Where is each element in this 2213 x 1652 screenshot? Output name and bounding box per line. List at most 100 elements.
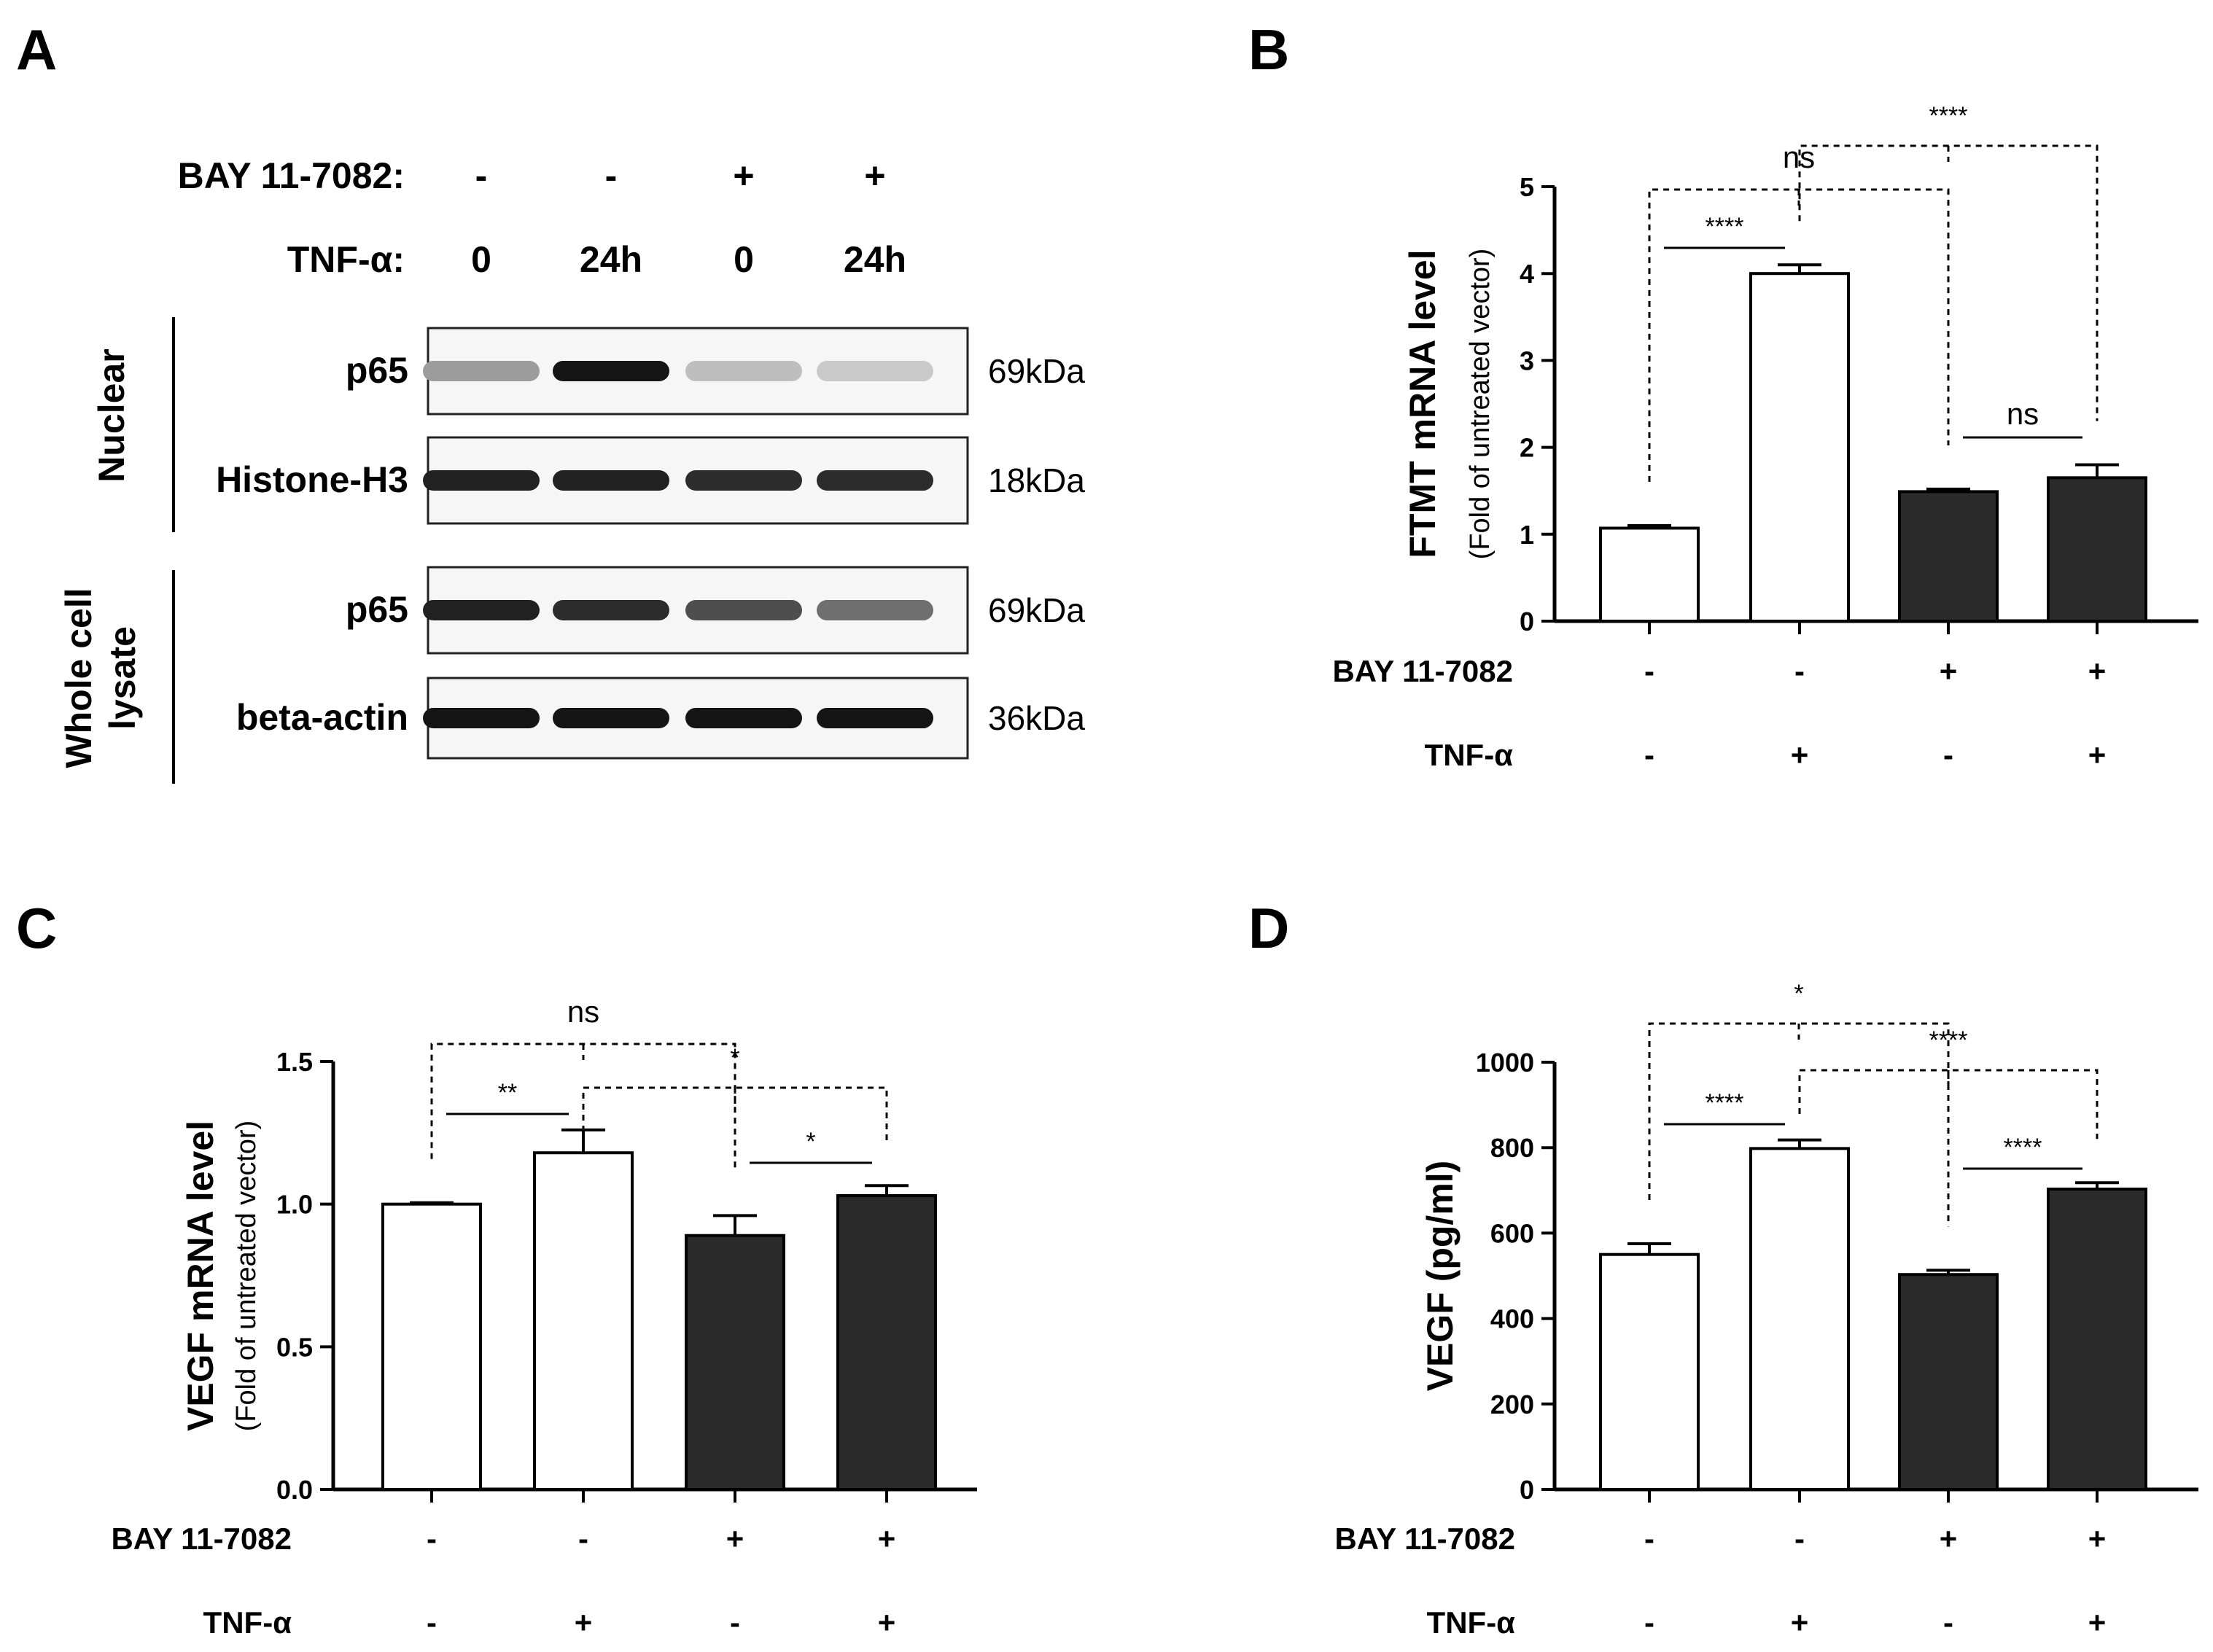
y-tick-label: 3 xyxy=(1520,346,1534,375)
western-blot-panel: BAY 11-7082: TNF-α: - - + +0 24h 0 24h Nuclear Who… xyxy=(58,155,1085,784)
protein-band xyxy=(553,361,669,381)
y-tick-label: 200 xyxy=(1490,1390,1534,1419)
significance-label: **** xyxy=(1929,1026,1968,1054)
y-tick-label: 0.0 xyxy=(276,1475,313,1505)
bay-lane-value: + xyxy=(733,155,754,196)
panel-letter-c: C xyxy=(16,896,57,960)
bay-condition-value: + xyxy=(878,1522,896,1556)
bay-condition-value: - xyxy=(1644,654,1654,688)
bay-lane-value: - xyxy=(475,155,488,196)
y-tick-label: 800 xyxy=(1490,1133,1534,1163)
bay-condition-value: + xyxy=(1940,654,1958,688)
y-axis-label: VEGF (pg/ml) xyxy=(1420,1161,1461,1392)
bar xyxy=(533,1151,634,1492)
protein-label: p65 xyxy=(346,350,408,391)
tnf-lane-value: 0 xyxy=(734,239,754,280)
bar xyxy=(1749,1147,1850,1491)
bay-condition-label: BAY 11-7082 xyxy=(1332,654,1513,688)
bay-condition-value: + xyxy=(2088,1522,2107,1556)
bar xyxy=(2047,476,2147,623)
significance-label: ns xyxy=(2007,397,2039,431)
significance-label: ** xyxy=(498,1079,517,1107)
protein-band xyxy=(423,361,540,381)
significance-label: * xyxy=(730,1044,739,1072)
blot-row-p65: p65 69kDa xyxy=(346,327,1085,416)
protein-label: p65 xyxy=(346,589,408,630)
protein-band xyxy=(817,361,933,381)
y-tick-label: 600 xyxy=(1490,1218,1534,1248)
protein-band xyxy=(817,470,933,491)
y-axis-sublabel: (Fold of untreated vector) xyxy=(1465,249,1496,560)
bay-condition-label: BAY 11-7082 xyxy=(111,1522,292,1556)
tnf-lane-value: 24h xyxy=(580,239,642,280)
bar xyxy=(1599,1252,1700,1491)
protein-band xyxy=(423,600,540,620)
significance-label: **** xyxy=(1929,102,1968,130)
bar-chart-panel-c: 0.0 0.5 1.0 1.5 VEGF mRNA level (Fold of untr… xyxy=(111,994,977,1640)
bay-condition-label: BAY 11-7082 xyxy=(1334,1522,1515,1556)
protein-band xyxy=(685,470,802,491)
bar xyxy=(836,1193,937,1491)
bay-condition-value: - xyxy=(1794,654,1805,688)
bar xyxy=(1898,490,1999,623)
protein-band xyxy=(553,470,669,491)
significance-label: **** xyxy=(1706,1089,1744,1117)
protein-label: Histone-H3 xyxy=(216,459,408,500)
molecular-weight-label: 69kDa xyxy=(988,352,1085,390)
blot-row-histone-h3: Histone-H3 18kDa xyxy=(216,436,1085,525)
bar-chart-panel-d: 0 200 400 600 800 1000 VEGF (pg/ml) - - - + + - + + BAY… xyxy=(1334,980,2198,1640)
tnf-lane-value: 24h xyxy=(844,239,906,280)
bay-condition-value: + xyxy=(1940,1522,1958,1556)
bar xyxy=(1599,526,1700,623)
significance-label: * xyxy=(806,1128,815,1156)
tnf-lane-value: 0 xyxy=(471,239,491,280)
significance-label: * xyxy=(1794,980,1803,1008)
protein-band xyxy=(423,708,540,728)
bay-lane-value: + xyxy=(864,155,885,196)
molecular-weight-label: 36kDa xyxy=(988,699,1085,737)
significance-label: **** xyxy=(2004,1134,2042,1161)
protein-band xyxy=(553,708,669,728)
bay-condition-value: + xyxy=(2088,654,2107,688)
nuclear-fraction-label: Nuclear xyxy=(91,348,132,482)
tnf-treatment-label: TNF-α: xyxy=(287,239,405,280)
protein-band xyxy=(423,470,540,491)
protein-band xyxy=(817,708,933,728)
significance-bracket xyxy=(582,1086,888,1142)
y-tick-label: 2 xyxy=(1520,433,1534,463)
bar xyxy=(2047,1188,2147,1491)
protein-band xyxy=(685,708,802,728)
y-axis-sublabel: (Fold of untreated vector) xyxy=(231,1121,262,1432)
bar xyxy=(1898,1273,1999,1491)
tnf-condition-value: - xyxy=(730,1605,740,1640)
tnf-condition-value: - xyxy=(1943,1605,1953,1640)
tnf-condition-value: - xyxy=(1644,738,1654,772)
significance-bracket xyxy=(1648,1022,1950,1227)
bay-condition-value: - xyxy=(578,1522,588,1556)
bay-condition-value: - xyxy=(1644,1522,1654,1556)
tnf-condition-label: TNF-α xyxy=(203,1605,292,1640)
bay-treatment-label: BAY 11-7082: xyxy=(178,155,405,196)
bay-condition-value: - xyxy=(427,1522,437,1556)
significance-label: ns xyxy=(567,994,599,1029)
panel-letter-b: B xyxy=(1248,17,1289,82)
y-tick-label: 400 xyxy=(1490,1304,1534,1334)
y-tick-label: 0 xyxy=(1520,1475,1534,1505)
y-tick-label: 1 xyxy=(1520,520,1534,550)
bar xyxy=(381,1202,482,1491)
panel-letter-a: A xyxy=(16,17,57,82)
y-axis-label: FTMT mRNA level xyxy=(1402,249,1443,558)
significance-label: ns xyxy=(1783,140,1815,174)
whole-cell-fraction-label: Whole celllysate xyxy=(58,588,143,768)
tnf-condition-value: + xyxy=(575,1605,593,1640)
molecular-weight-label: 18kDa xyxy=(988,461,1085,499)
tnf-condition-value: + xyxy=(1791,738,1809,772)
tnf-condition-value: + xyxy=(1791,1605,1809,1640)
tnf-condition-value: - xyxy=(1644,1605,1654,1640)
protein-band xyxy=(685,361,802,381)
tnf-condition-value: + xyxy=(2088,1605,2107,1640)
y-tick-label: 1000 xyxy=(1476,1048,1534,1078)
y-axis-label: VEGF mRNA level xyxy=(180,1121,221,1431)
bar xyxy=(1749,272,1850,623)
